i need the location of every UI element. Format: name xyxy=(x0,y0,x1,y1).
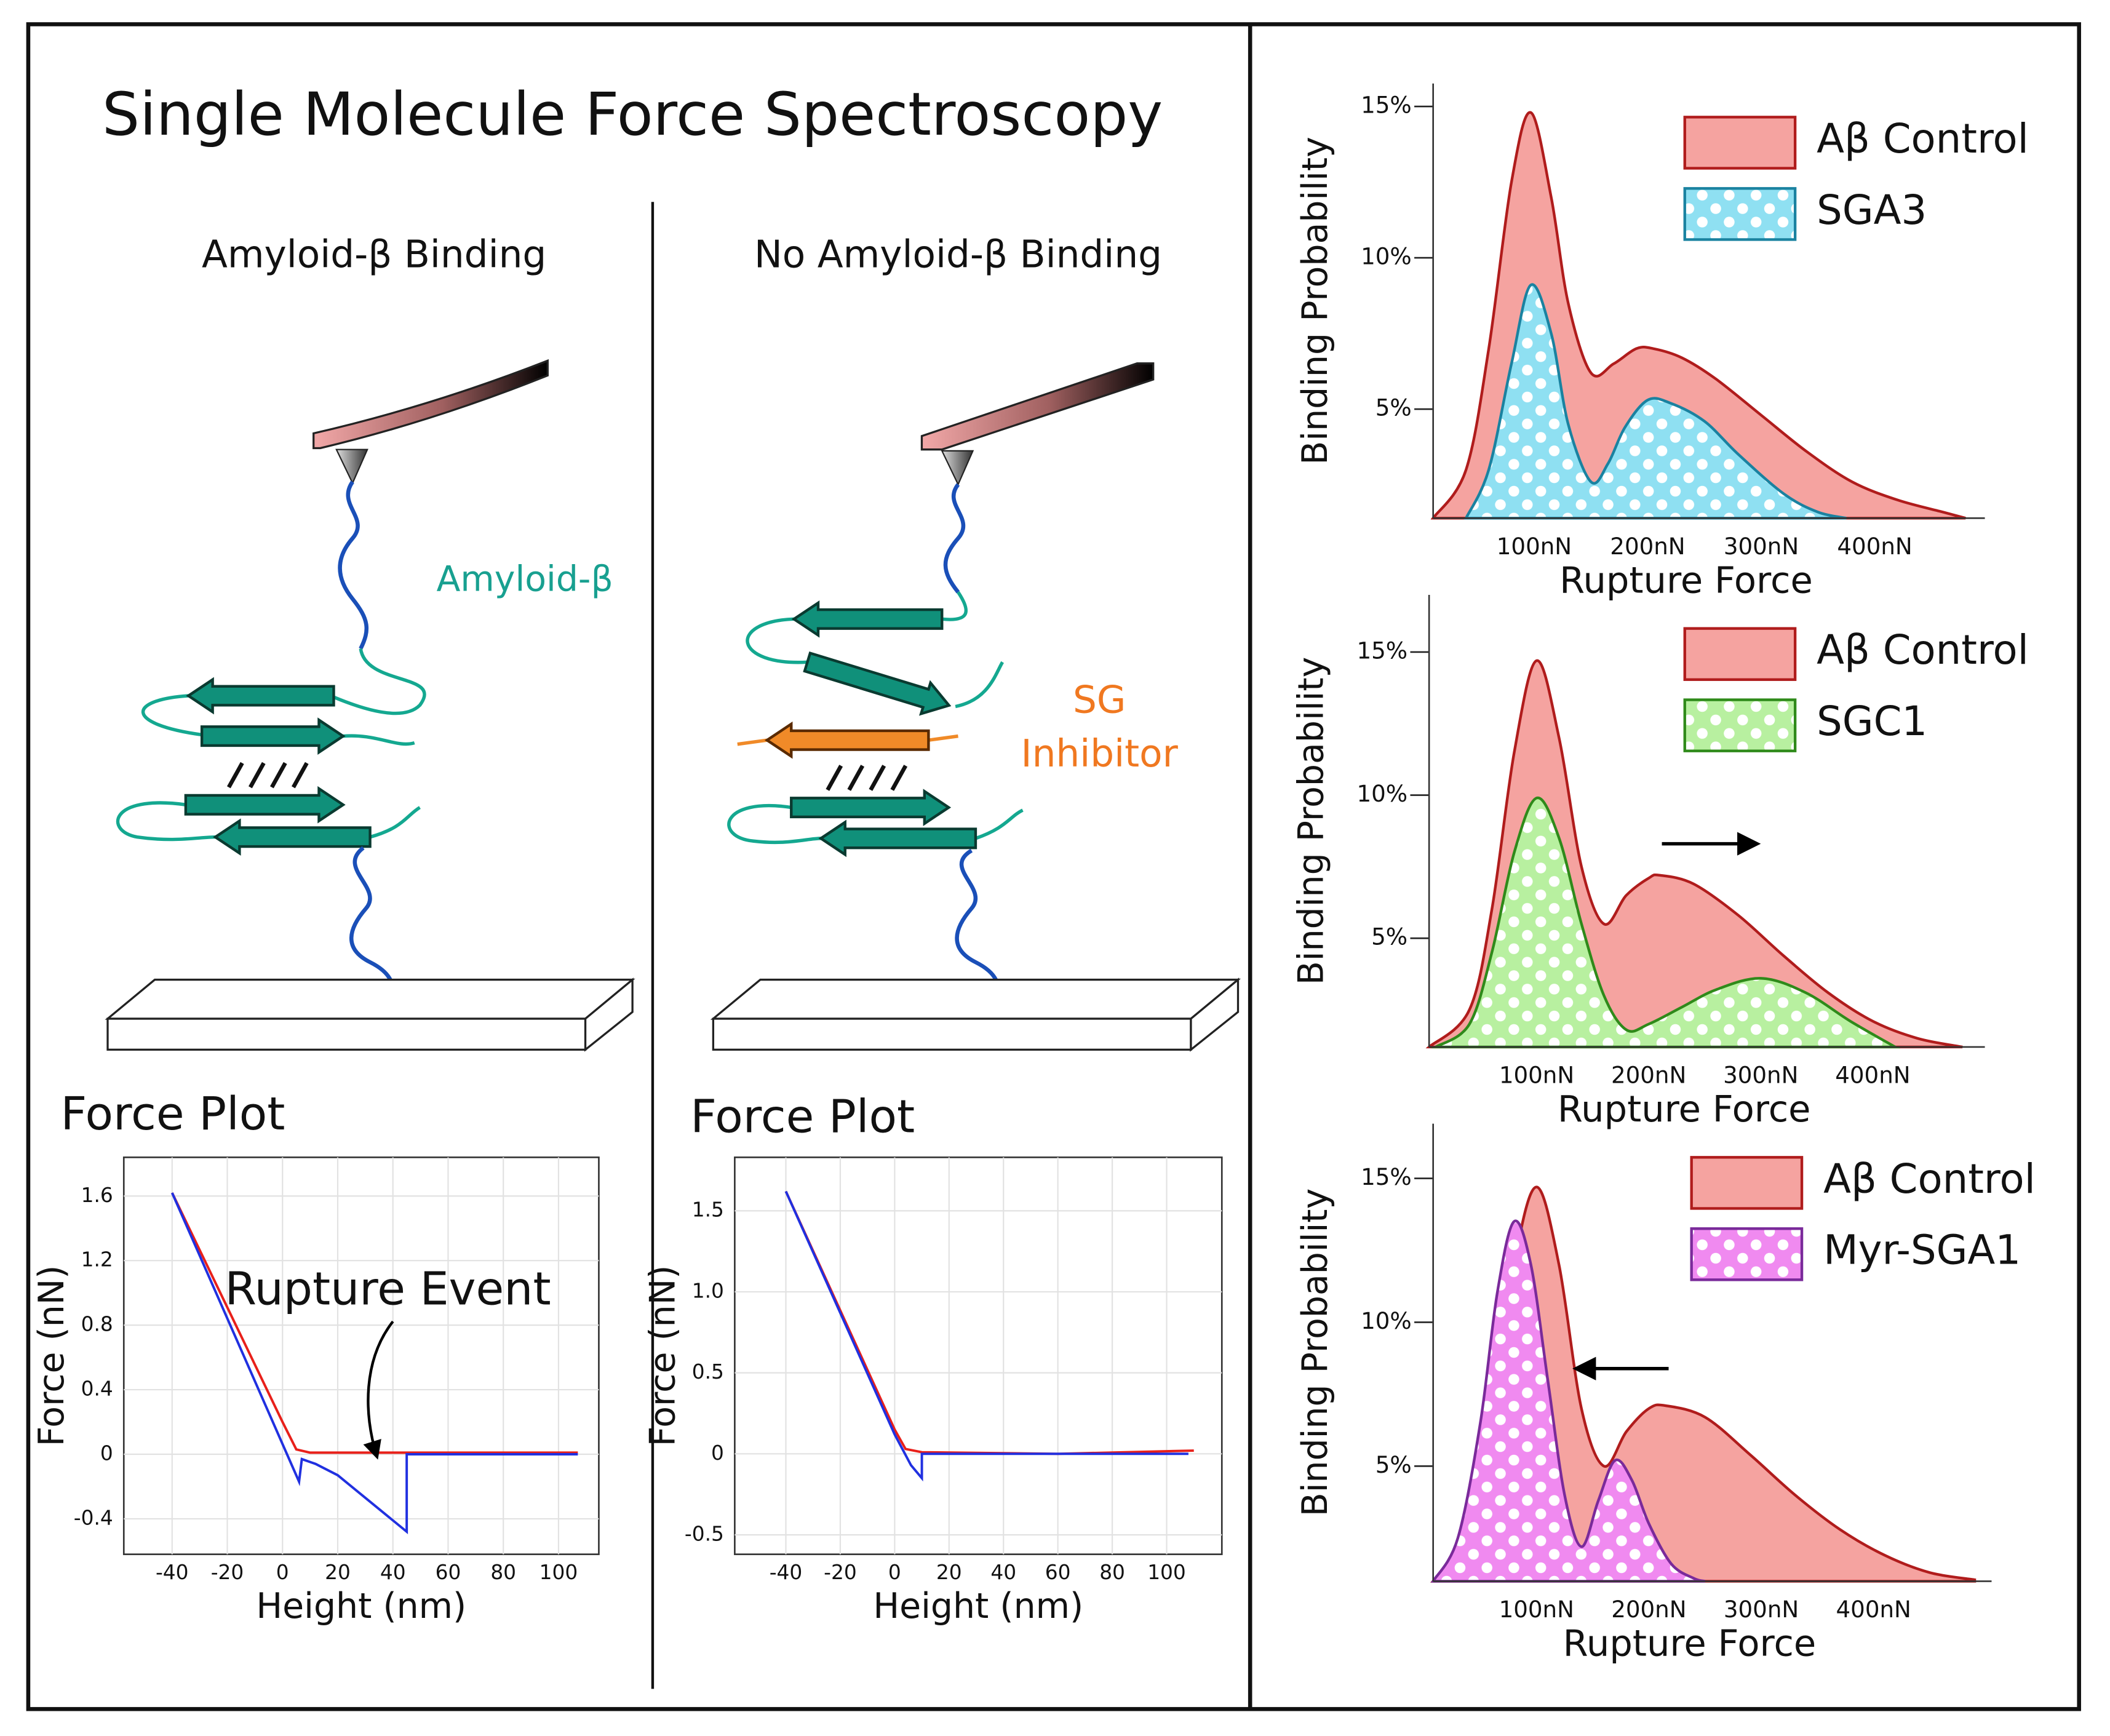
y-tick-label: 0.8 xyxy=(81,1313,113,1336)
title: Single Molecule Force Spectroscopy xyxy=(102,80,1163,149)
x-tick-label: 40 xyxy=(990,1561,1016,1584)
x-tick-label: 300nN xyxy=(1724,1596,1799,1623)
y-tick-label: -0.5 xyxy=(685,1523,724,1546)
x-tick-label: 200nN xyxy=(1610,533,1685,560)
x-tick-label: -20 xyxy=(211,1561,244,1584)
y-tick-label: 0.4 xyxy=(81,1377,113,1401)
panel-heading: No Amyloid-β Binding xyxy=(754,233,1162,276)
y-tick-label: 15% xyxy=(1361,1163,1412,1190)
y-tick-label: 10% xyxy=(1357,780,1408,807)
y-axis-label: Binding Probability xyxy=(1295,137,1336,465)
x-axis-label: Height (nm) xyxy=(256,1586,466,1627)
y-tick-label: 5% xyxy=(1375,394,1412,421)
legend-swatch xyxy=(1683,627,1797,681)
inhibitor-label: SG xyxy=(1073,679,1126,722)
y-axis-label: Force (nN) xyxy=(642,1265,683,1447)
panel-heading: Amyloid-β Binding xyxy=(202,233,546,276)
x-axis-label: Rupture Force xyxy=(1563,1622,1817,1664)
x-tick-label: -20 xyxy=(824,1561,857,1584)
afm-illustration xyxy=(105,359,635,1052)
y-tick-label: 15% xyxy=(1361,92,1412,119)
x-tick-label: 400nN xyxy=(1835,1062,1910,1089)
x-tick-label: 80 xyxy=(1099,1561,1125,1584)
plot-frame xyxy=(122,1157,600,1555)
y-tick-label: 1.6 xyxy=(81,1184,113,1207)
force-curve xyxy=(170,1192,578,1454)
y-tick-label: 10% xyxy=(1361,243,1412,270)
legend-swatch xyxy=(1690,1156,1804,1210)
force-plot: 1.6 1.2 0.8 0.4 0 -0.4 -40 -20 0 20 40 60 80 100 Heigh… xyxy=(31,1157,600,1627)
molecule-label: Amyloid-β xyxy=(437,559,613,600)
legend-swatch xyxy=(1683,187,1797,241)
plot-frame xyxy=(734,1157,1223,1555)
legend-label: SGA3 xyxy=(1817,187,1927,234)
x-axis-label: Rupture Force xyxy=(1559,559,1813,601)
plot-title: Force Plot xyxy=(690,1090,915,1144)
x-tick-label: -40 xyxy=(156,1561,189,1584)
distribution-plot: 5% 10% 15% 100nN 200nN 300nN 400nN Rupture Forc… xyxy=(1295,83,2029,601)
legend-label: Aβ Control xyxy=(1817,627,2029,674)
x-tick-label: 60 xyxy=(436,1561,461,1584)
x-tick-label: -40 xyxy=(770,1561,803,1584)
x-tick-label: 80 xyxy=(490,1561,516,1584)
x-tick-label: 0 xyxy=(276,1561,289,1584)
y-axis-label: Binding Probability xyxy=(1291,657,1332,985)
legend-label: SGC1 xyxy=(1817,698,1927,745)
x-tick-label: 0 xyxy=(888,1561,901,1584)
x-tick-label: 300nN xyxy=(1723,1062,1798,1089)
x-tick-label: 20 xyxy=(936,1561,962,1584)
legend-swatch xyxy=(1683,698,1797,752)
x-axis-label: Height (nm) xyxy=(873,1586,1083,1627)
x-tick-label: 100nN xyxy=(1499,1596,1574,1623)
force-plot: 1.5 1.0 0.5 0 -0.5 -40 -20 0 20 40 60 80 100 Height (… xyxy=(642,1157,1223,1627)
distribution-plot: 5% 10% 15% 100nN 200nN 300nN 400nN Rupture Forc… xyxy=(1291,594,2029,1130)
y-axis-label: Binding Probability xyxy=(1295,1189,1336,1517)
legend-label: Aβ Control xyxy=(1817,116,2029,162)
y-tick-label: 0 xyxy=(100,1441,113,1465)
y-tick-label: -0.4 xyxy=(74,1506,113,1529)
distribution-area xyxy=(1431,796,1901,1049)
legend-swatch xyxy=(1683,116,1797,170)
x-tick-label: 40 xyxy=(380,1561,406,1584)
distribution-area xyxy=(1430,1219,1706,1583)
force-curve xyxy=(170,1192,578,1535)
legend-swatch xyxy=(1690,1227,1804,1281)
y-tick-label: 10% xyxy=(1361,1307,1412,1334)
distribution-plot: 5% 10% 15% 100nN 200nN 300nN 400nN Rupture Forc… xyxy=(1295,1123,2036,1665)
legend-label: Aβ Control xyxy=(1823,1156,2036,1203)
x-tick-label: 100 xyxy=(1147,1561,1186,1584)
y-tick-label: 1.0 xyxy=(692,1279,724,1302)
inhibitor-label: Inhibitor xyxy=(1021,732,1179,776)
x-axis-label: Rupture Force xyxy=(1558,1088,1811,1130)
x-tick-label: 200nN xyxy=(1611,1596,1686,1623)
y-tick-label: 5% xyxy=(1371,923,1407,950)
legend-label: Myr-SGA1 xyxy=(1823,1227,2021,1274)
annotation-arrow xyxy=(363,1320,394,1460)
x-tick-label: 200nN xyxy=(1611,1062,1686,1089)
afm-illustration xyxy=(710,362,1241,1052)
y-tick-label: 0 xyxy=(711,1441,724,1465)
y-tick-label: 0.5 xyxy=(692,1360,724,1384)
plot-title: Force Plot xyxy=(60,1087,285,1141)
frame xyxy=(26,22,2081,1711)
distribution-area xyxy=(1463,283,1847,520)
y-tick-label: 1.5 xyxy=(692,1198,724,1222)
y-axis-label: Force (nN) xyxy=(31,1265,72,1447)
y-tick-label: 1.2 xyxy=(81,1248,113,1272)
y-tick-label: 15% xyxy=(1357,637,1408,664)
x-tick-label: 100nN xyxy=(1497,533,1572,560)
x-tick-label: 60 xyxy=(1045,1561,1071,1584)
y-tick-label: 5% xyxy=(1375,1451,1412,1478)
x-tick-label: 300nN xyxy=(1724,533,1799,560)
force-curve xyxy=(784,1190,1188,1482)
x-tick-label: 400nN xyxy=(1836,1596,1911,1623)
annotation: Rupture Event xyxy=(225,1262,551,1316)
x-tick-label: 400nN xyxy=(1837,533,1912,560)
x-tick-label: 100 xyxy=(539,1561,578,1584)
x-tick-label: 20 xyxy=(325,1561,351,1584)
x-tick-label: 100nN xyxy=(1499,1062,1574,1089)
